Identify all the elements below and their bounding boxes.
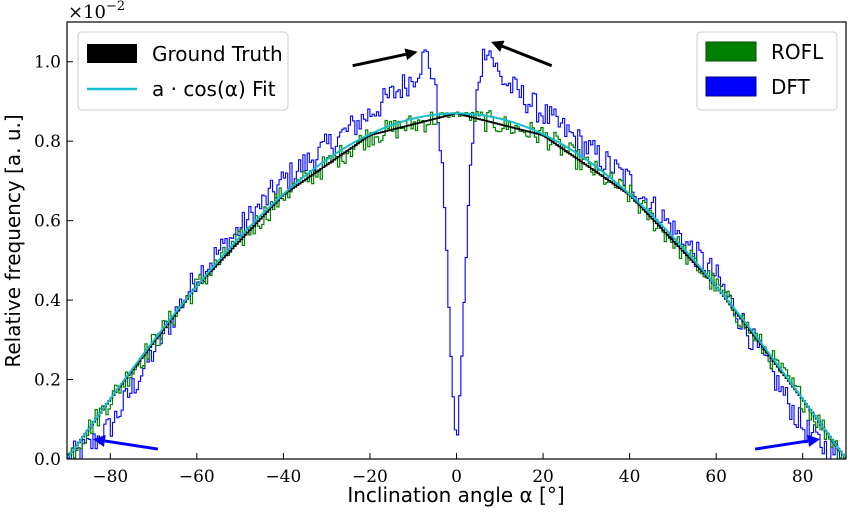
series-fit (67, 112, 846, 459)
legend-right: ROFL DFT (696, 31, 838, 111)
x-axis-label: Inclination angle α [°] (347, 483, 564, 507)
legend-left: Ground Truth a · cos(α) Fit (77, 31, 289, 111)
arrow-shaft (501, 44, 553, 68)
annotation-layer (92, 40, 821, 451)
legend-swatch-dft (705, 76, 757, 97)
y-tick-label: 0.4 (34, 291, 61, 311)
legend-label-fit: a · cos(α) Fit (152, 77, 276, 101)
y-axis-multiplier: ×10−2 (68, 0, 125, 23)
series-dft (67, 48, 846, 459)
y-tick-label: 0.0 (34, 450, 61, 470)
y-tick-label: 1.0 (34, 53, 61, 73)
x-tick-label: −40 (265, 467, 301, 487)
x-tick-label: 80 (792, 467, 814, 487)
y-axis: 0.0 0.2 0.4 0.6 0.8 1.0 (34, 53, 73, 470)
y-tick-label: 0.2 (34, 371, 61, 391)
arrow-shaft (352, 52, 407, 68)
series-rofl (67, 110, 846, 459)
x-axis: −80 −60 −40 −20 0 20 40 60 80 (92, 453, 814, 487)
legend-swatch-rofl (705, 41, 757, 62)
y-axis-label: Relative frequency [a. u.] (1, 114, 25, 367)
annotation-arrow-3 (92, 435, 159, 451)
legend-label-ground-truth: Ground Truth (152, 42, 283, 66)
x-tick-label: 0 (451, 467, 462, 487)
arrow-head (807, 435, 821, 447)
legend-swatch-ground-truth (87, 44, 137, 63)
annotation-arrow-4 (754, 435, 821, 451)
arrow-shaft (754, 439, 809, 451)
legend-label-rofl: ROFL (771, 40, 824, 64)
y-tick-label: 0.6 (34, 212, 61, 232)
x-tick-label: −20 (352, 467, 388, 487)
y-tick-label: 0.8 (34, 132, 61, 152)
legend-label-dft: DFT (771, 75, 811, 99)
annotation-arrow-1 (352, 48, 418, 68)
arrow-head (491, 40, 505, 52)
x-tick-label: 20 (532, 467, 554, 487)
series-layer (67, 48, 846, 459)
arrow-head (404, 48, 418, 61)
x-tick-label: 40 (619, 467, 641, 487)
x-tick-label: 60 (705, 467, 727, 487)
arrow-shaft (104, 439, 159, 451)
x-tick-label: −60 (179, 467, 215, 487)
series-ground-truth (67, 112, 846, 459)
arrow-head (92, 435, 106, 447)
x-tick-label: −80 (92, 467, 128, 487)
annotation-arrow-2 (491, 40, 553, 68)
